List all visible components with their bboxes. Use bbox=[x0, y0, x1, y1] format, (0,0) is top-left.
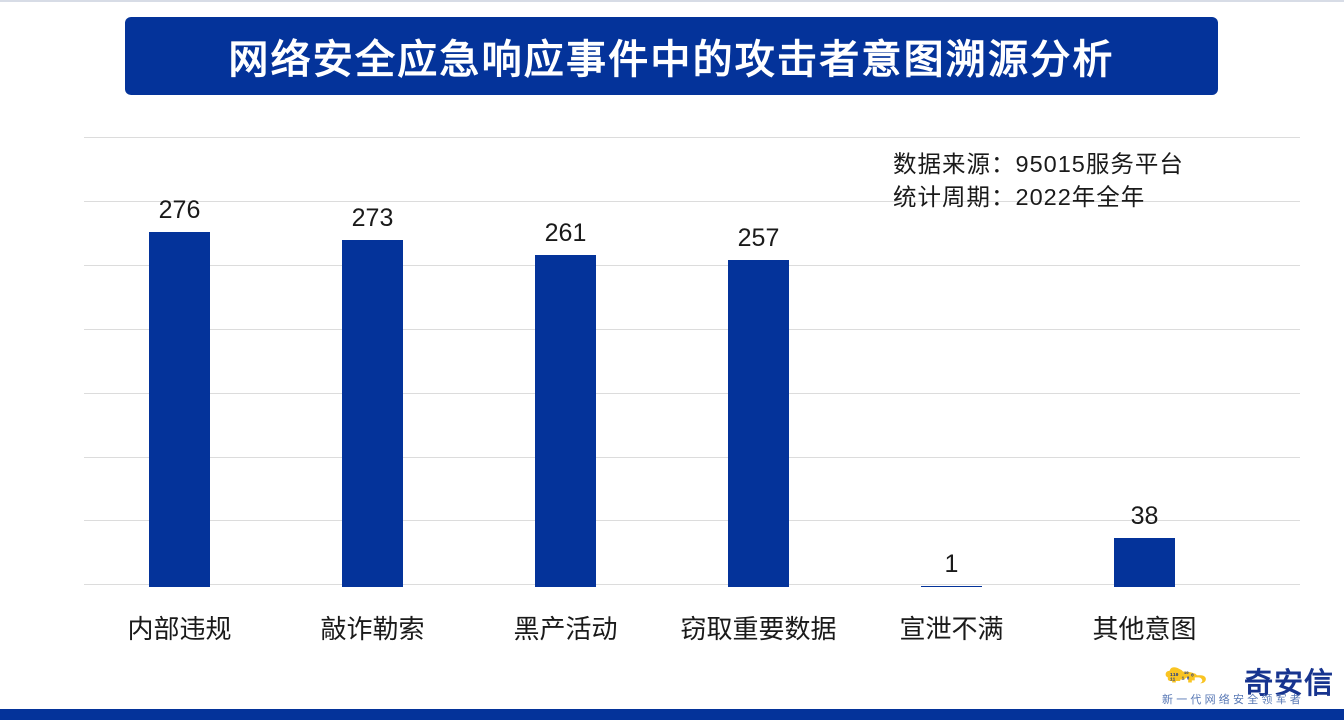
svg-text:0: 0 bbox=[1191, 674, 1194, 679]
svg-text:1: 1 bbox=[1182, 677, 1185, 682]
svg-text:11: 11 bbox=[1170, 677, 1176, 682]
svg-text:0: 0 bbox=[1187, 677, 1190, 682]
svg-text:10: 10 bbox=[1184, 672, 1189, 676]
